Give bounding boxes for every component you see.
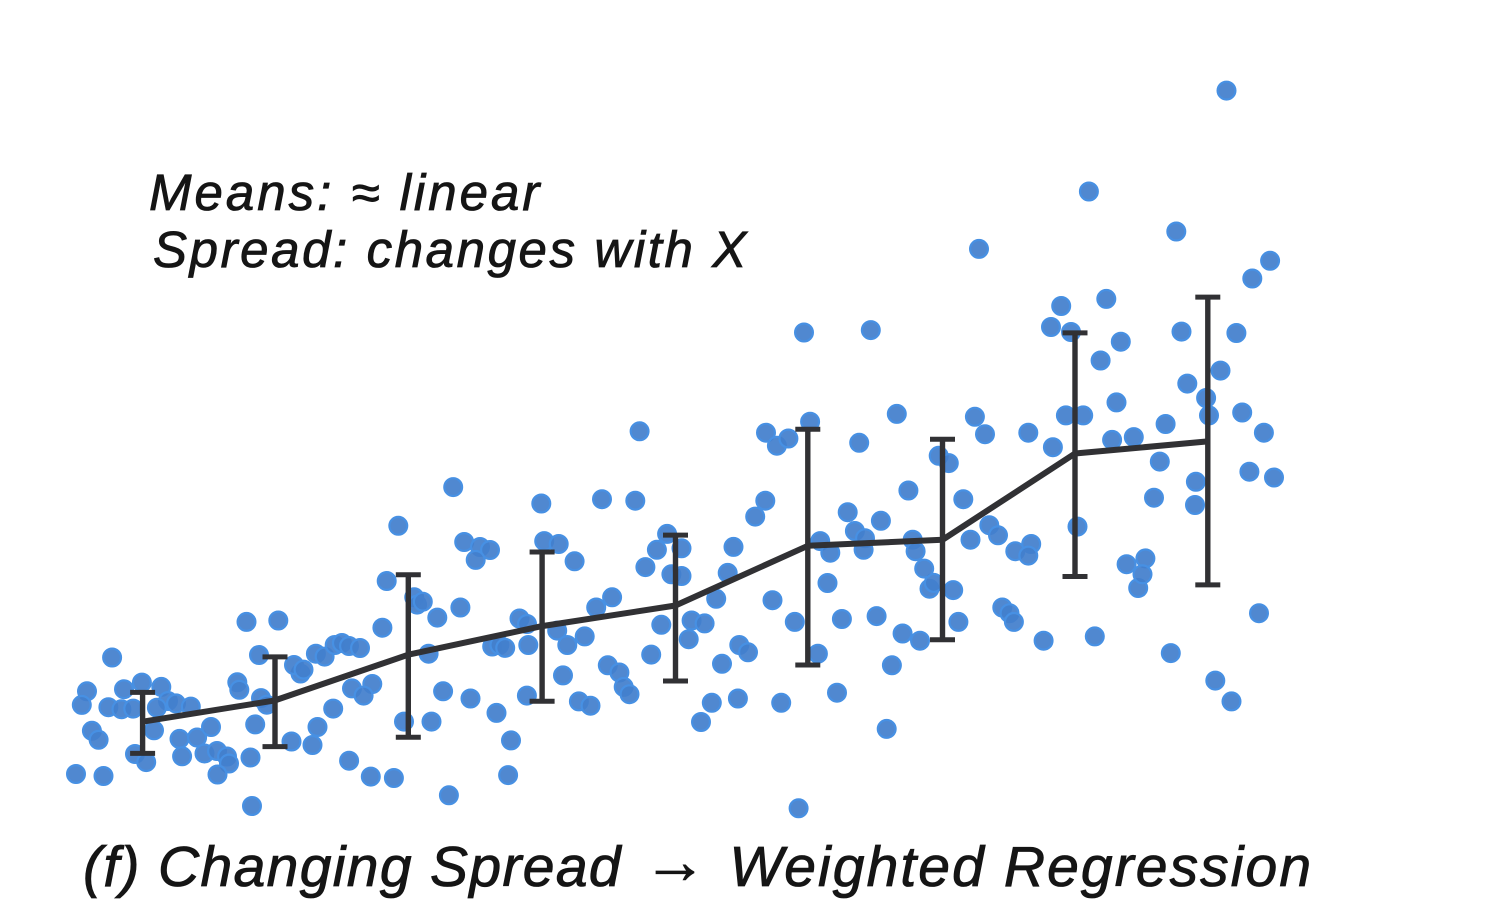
svg-text:(f) Changing Spread→Weighted R: (f) Changing Spread → Weighted Regression xyxy=(83,825,1313,899)
svg-text:Means: ≈ linear: Means: ≈ linear xyxy=(149,164,542,221)
svg-text:Spread: changes with X: Spread: changes with X xyxy=(153,221,749,278)
